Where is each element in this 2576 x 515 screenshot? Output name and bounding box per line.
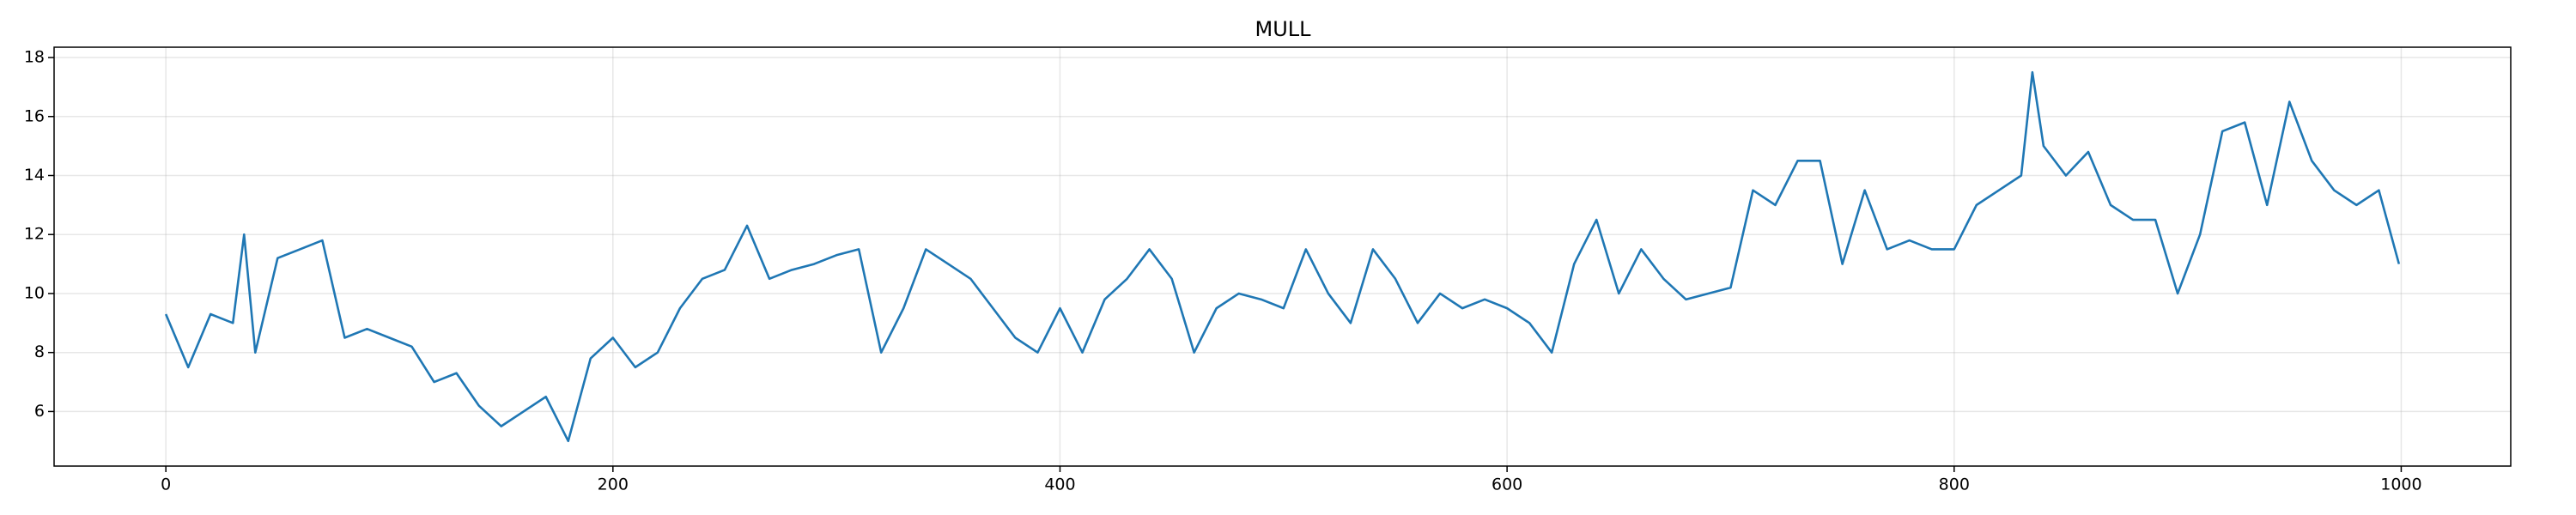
chart-title: MULL: [1255, 17, 1311, 41]
y-tick-label: 14: [24, 166, 45, 185]
x-tick-label: 800: [1939, 476, 1970, 494]
data-line: [164, 70, 2401, 443]
y-tick-label: 6: [34, 402, 45, 421]
x-tick-label: 600: [1492, 476, 1522, 494]
x-tick-label: 400: [1044, 476, 1075, 494]
y-tick-label: 12: [24, 225, 45, 244]
y-tick-label: 18: [24, 48, 45, 67]
x-tick-label: 1000: [2380, 476, 2421, 494]
y-tick-label: 10: [24, 283, 45, 302]
plot-frame: [53, 46, 2512, 467]
y-tick-label: 16: [24, 106, 45, 125]
x-tick-label: 200: [598, 476, 629, 494]
x-tick-label: 0: [161, 476, 171, 494]
y-tick-label: 8: [34, 342, 45, 361]
